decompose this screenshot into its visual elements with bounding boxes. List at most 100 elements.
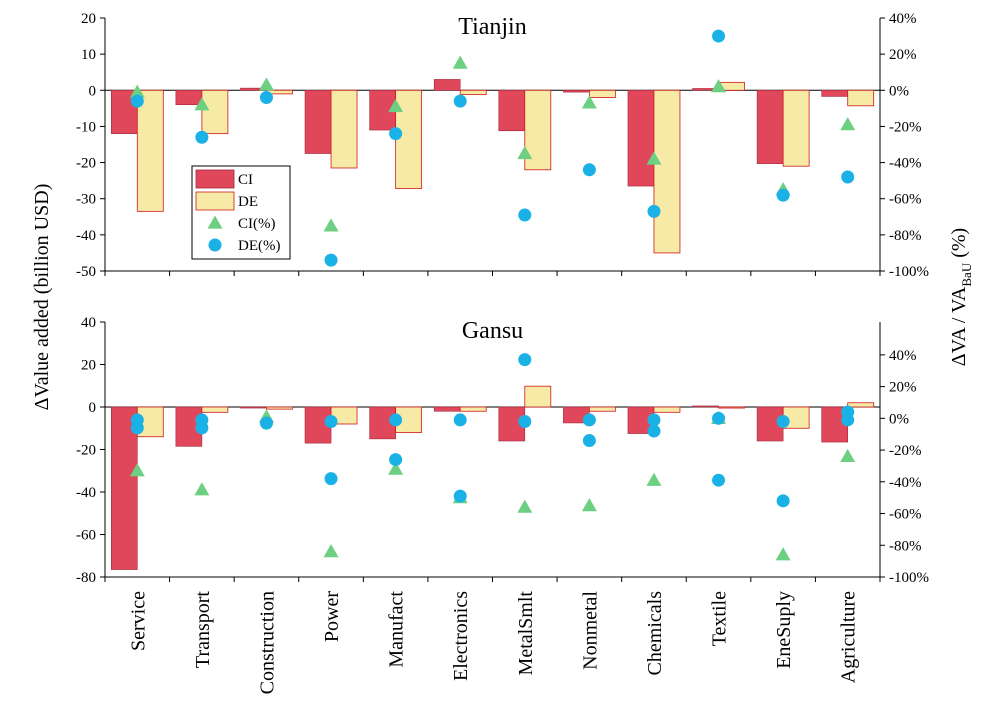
x-category-label-agriculture: Agriculture xyxy=(838,591,860,683)
marker-de-pct-chemicals xyxy=(647,204,661,218)
marker-de-pct-nonmetal xyxy=(582,413,596,427)
marker-de-pct-power xyxy=(324,472,338,486)
bar-de-nonmetal xyxy=(588,89,616,98)
x-category-label-power: Power xyxy=(321,591,343,642)
marker-ci-pct-transport xyxy=(194,97,210,111)
marker-de-pct-metalsmlt xyxy=(518,353,532,367)
marker-de-pct-agriculture xyxy=(841,170,855,184)
y-axis-right-title: ΔVA / VABaU (%) xyxy=(948,228,974,366)
legend-label-ci: CI xyxy=(238,172,253,188)
legend-swatch-de xyxy=(195,191,235,211)
panel-gansu: 40 20 0 -20 -40 -60 -80 40% 20% 0% -20% -40% -60% -80… xyxy=(76,315,929,586)
marker-de-pct-service xyxy=(130,94,144,108)
marker-ci-pct-service xyxy=(129,84,145,98)
marker-de-pct-power xyxy=(324,415,338,429)
y-tick-label-left: 40 xyxy=(81,315,96,331)
marker-ci-pct-agriculture xyxy=(840,117,856,131)
bar-de-manufact xyxy=(395,89,423,189)
bar-ci-agriculture xyxy=(821,89,849,97)
panel-title-tianjin: Tianjin xyxy=(458,14,526,40)
bar-de-textile xyxy=(718,406,745,409)
y-tick-label-right: -60% xyxy=(889,192,922,208)
y-tick-label-right: 0% xyxy=(889,83,909,99)
bar-de-manufact xyxy=(395,406,423,433)
bar-de-chemicals xyxy=(653,406,681,413)
y-tick-label-right: -20% xyxy=(889,119,922,135)
bar-de-electronics xyxy=(459,89,487,96)
marker-de-pct-manufact xyxy=(389,453,403,467)
bar-ci-enesuply xyxy=(756,89,784,164)
legend-label-ci: CI(%) xyxy=(238,216,276,232)
x-axis-category-labels: Service Transport Construction Power Manufac… xyxy=(127,591,859,695)
bar-de-nonmetal xyxy=(588,406,616,412)
y-tick-label-left: 0 xyxy=(89,400,97,416)
bar-ci-nonmetal xyxy=(563,89,590,93)
legend-label-de: DE xyxy=(238,194,258,210)
marker-ci-pct-electronics xyxy=(452,55,468,69)
bar-de-metalsmlt xyxy=(524,385,552,408)
y-tick-label-left: 10 xyxy=(81,47,96,63)
legend-label-de: DE(%) xyxy=(238,238,280,254)
marker-ci-pct-manufact xyxy=(388,99,404,113)
bar-ci-electronics xyxy=(433,406,461,412)
y-tick-label-right: -100% xyxy=(889,264,929,280)
bar-ci-textile xyxy=(692,405,719,408)
x-category-label-service: Service xyxy=(127,591,149,651)
y-tick-label-left: -20 xyxy=(76,156,96,172)
bar-de-agriculture xyxy=(847,402,875,408)
marker-de-pct-nonmetal xyxy=(582,434,596,448)
marker-de-pct-service xyxy=(130,413,144,427)
marker-ci-pct-manufact xyxy=(388,461,404,475)
y-tick-label-right: -40% xyxy=(889,475,922,491)
x-category-label-nonmetal: Nonmetal xyxy=(579,591,601,670)
marker-ci-pct-nonmetal xyxy=(581,498,597,512)
marker-ci-pct-textile xyxy=(711,79,727,93)
legend-swatch-de-pct xyxy=(208,238,222,252)
y-axis-left-title: ΔValue added (billion USD) xyxy=(31,184,53,411)
bar-ci-chemicals xyxy=(627,89,655,187)
y-tick-label-right: 40% xyxy=(889,11,917,27)
marker-ci-pct-chemicals xyxy=(646,472,662,486)
y-tick-label-right: -40% xyxy=(889,156,922,172)
bar-de-transport xyxy=(201,406,229,413)
legend-swatch-ci xyxy=(195,169,235,189)
x-category-label-electronics: Electronics xyxy=(450,591,472,681)
marker-de-pct-electronics xyxy=(453,489,467,503)
marker-de-pct-power xyxy=(324,253,338,267)
marker-ci-pct-transport xyxy=(194,482,210,496)
y-tick-label-left: -30 xyxy=(76,192,96,208)
marker-de-pct-manufact xyxy=(389,413,403,427)
marker-de-pct-enesuply xyxy=(776,188,790,202)
y-tick-label-left: -40 xyxy=(76,485,96,501)
marker-ci-pct-agriculture xyxy=(840,448,856,463)
y-tick-label-right: -80% xyxy=(889,538,922,554)
legend: CI DE CI(%) DE(%) xyxy=(191,165,291,260)
marker-ci-pct-metalsmlt xyxy=(517,146,533,160)
marker-de-pct-agriculture xyxy=(841,413,855,427)
marker-ci-pct-metalsmlt xyxy=(517,499,533,513)
y-tick-label-right: -100% xyxy=(889,570,929,586)
marker-de-pct-enesuply xyxy=(776,415,790,429)
y-tick-label-left: -50 xyxy=(76,264,96,280)
legend-swatch-ci-pct xyxy=(207,215,223,229)
y-tick-label-left: 20 xyxy=(81,11,96,27)
marker-de-pct-construction xyxy=(259,416,273,430)
y-axis-right-title-unit: (%) xyxy=(948,228,970,263)
marker-de-pct-metalsmlt xyxy=(518,208,532,222)
y-tick-label-right: 0% xyxy=(889,411,909,427)
marker-de-pct-chemicals xyxy=(647,424,661,438)
bar-ci-construction xyxy=(240,406,267,409)
marker-de-pct-transport xyxy=(195,413,209,427)
marker-de-pct-electronics xyxy=(453,94,467,108)
bar-de-agriculture xyxy=(847,89,875,107)
x-category-label-manufact: Manufact xyxy=(386,591,408,668)
marker-de-pct-nonmetal xyxy=(582,163,596,177)
bar-ci-metalsmlt xyxy=(498,89,526,132)
marker-de-pct-metalsmlt xyxy=(518,415,532,429)
marker-ci-pct-construction xyxy=(258,77,274,91)
bar-de-service xyxy=(136,89,164,212)
bar-de-transport xyxy=(201,89,229,135)
y-tick-label-left: 0 xyxy=(89,83,97,99)
panel-title-gansu: Gansu xyxy=(462,318,523,344)
